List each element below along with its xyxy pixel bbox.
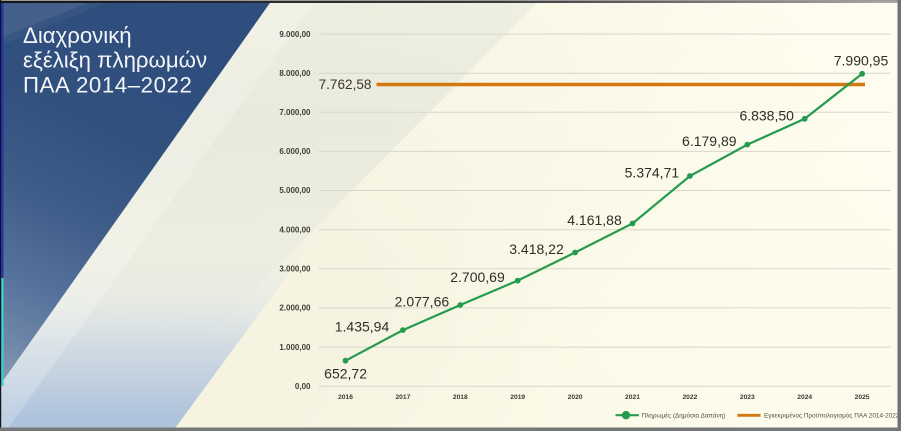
svg-text:652,72: 652,72 xyxy=(324,366,367,382)
svg-text:2021: 2021 xyxy=(625,394,640,401)
svg-text:2022: 2022 xyxy=(682,394,697,401)
svg-text:2.700,69: 2.700,69 xyxy=(450,269,505,285)
svg-text:2024: 2024 xyxy=(797,394,812,401)
svg-text:2.000,00: 2.000,00 xyxy=(279,304,311,313)
svg-text:7.762,58: 7.762,58 xyxy=(319,77,372,92)
svg-text:6.179,89: 6.179,89 xyxy=(682,133,737,149)
svg-text:3.418,22: 3.418,22 xyxy=(509,241,564,257)
svg-text:2017: 2017 xyxy=(395,394,410,401)
svg-text:6.000,00: 6.000,00 xyxy=(279,147,311,156)
svg-text:5.374,71: 5.374,71 xyxy=(625,165,680,181)
svg-text:2020: 2020 xyxy=(568,394,583,401)
svg-text:2.077,66: 2.077,66 xyxy=(395,294,450,310)
svg-text:0,00: 0,00 xyxy=(295,382,311,391)
svg-text:1.000,00: 1.000,00 xyxy=(279,343,311,352)
svg-text:Πληρωμές (Δημόσια Δαπάνη): Πληρωμές (Δημόσια Δαπάνη) xyxy=(642,411,726,419)
svg-text:2019: 2019 xyxy=(510,394,525,401)
svg-text:8.000,00: 8.000,00 xyxy=(279,69,311,78)
svg-text:1.435,94: 1.435,94 xyxy=(335,319,390,335)
svg-text:εξέλιξη πληρωμών: εξέλιξη πληρωμών xyxy=(23,48,207,73)
svg-text:5.000,00: 5.000,00 xyxy=(279,186,311,195)
svg-text:2018: 2018 xyxy=(453,394,468,401)
svg-text:7.990,95: 7.990,95 xyxy=(834,53,889,69)
svg-text:2023: 2023 xyxy=(740,394,755,401)
svg-text:Εγκεκριμένος Προϋπολογισμός ΠΑ: Εγκεκριμένος Προϋπολογισμός ΠΑΑ 2014-202… xyxy=(764,411,900,419)
svg-text:4.000,00: 4.000,00 xyxy=(279,225,311,234)
svg-text:2016: 2016 xyxy=(338,394,353,401)
svg-text:9.000,00: 9.000,00 xyxy=(279,30,311,39)
svg-text:Διαχρονική: Διαχρονική xyxy=(23,23,132,48)
svg-text:2025: 2025 xyxy=(855,394,870,401)
svg-text:ΠΑΑ 2014–2022: ΠΑΑ 2014–2022 xyxy=(23,73,192,98)
svg-text:3.000,00: 3.000,00 xyxy=(279,265,311,274)
svg-text:7.000,00: 7.000,00 xyxy=(279,108,311,117)
svg-text:4.161,88: 4.161,88 xyxy=(567,212,622,228)
svg-text:6.838,50: 6.838,50 xyxy=(739,107,794,123)
